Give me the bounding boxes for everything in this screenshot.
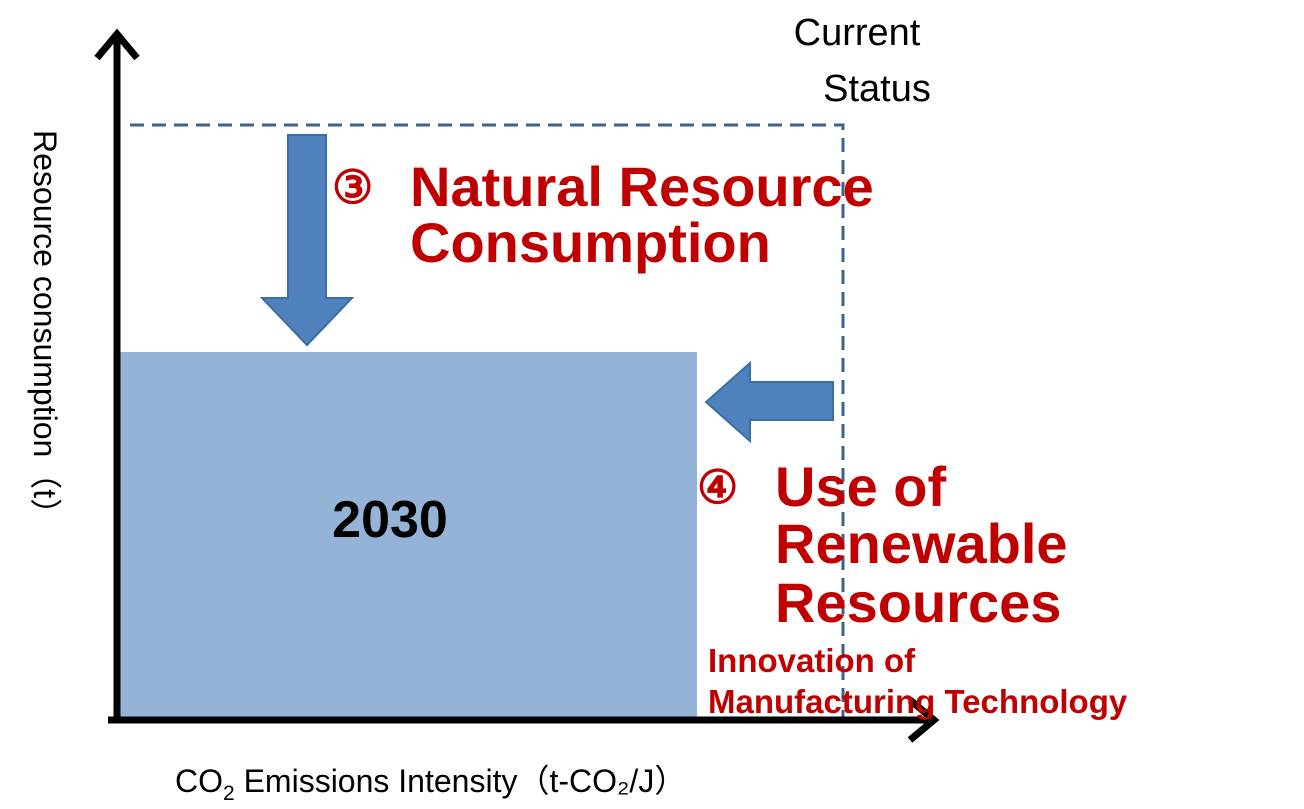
y-axis-arrowhead [94,28,140,61]
step-title: Consumption [410,211,771,274]
innovation-note: Innovation of [708,642,916,679]
x-axis-label-part: CO [175,763,223,799]
step-title: Renewable [775,512,1068,575]
down-arrow [259,134,355,347]
innovation-note: Manufacturing Technology [708,683,1128,720]
x-axis-label-subscript: 2 [223,782,235,805]
step-marker: ③ [332,161,373,213]
box-label: 2030 [332,491,448,549]
step-marker: ④ [697,461,738,513]
current-status-outline [130,123,845,720]
step-title: Natural Resource [410,155,874,218]
status-label: Status [823,68,931,110]
step-title: Use of [775,455,946,518]
x-axis-arrowhead [907,697,940,743]
target-box [117,352,697,720]
left-arrow [704,360,834,444]
y-axis-label: Resource consumption（t） [27,130,63,530]
step-title: Resources [775,571,1061,634]
x-axis-label-part: Emissions Intensity（t-CO₂/J） [235,763,687,799]
status-label: Current [794,12,921,54]
x-axis-label: CO2 Emissions Intensity（t-CO₂/J） [175,763,686,805]
